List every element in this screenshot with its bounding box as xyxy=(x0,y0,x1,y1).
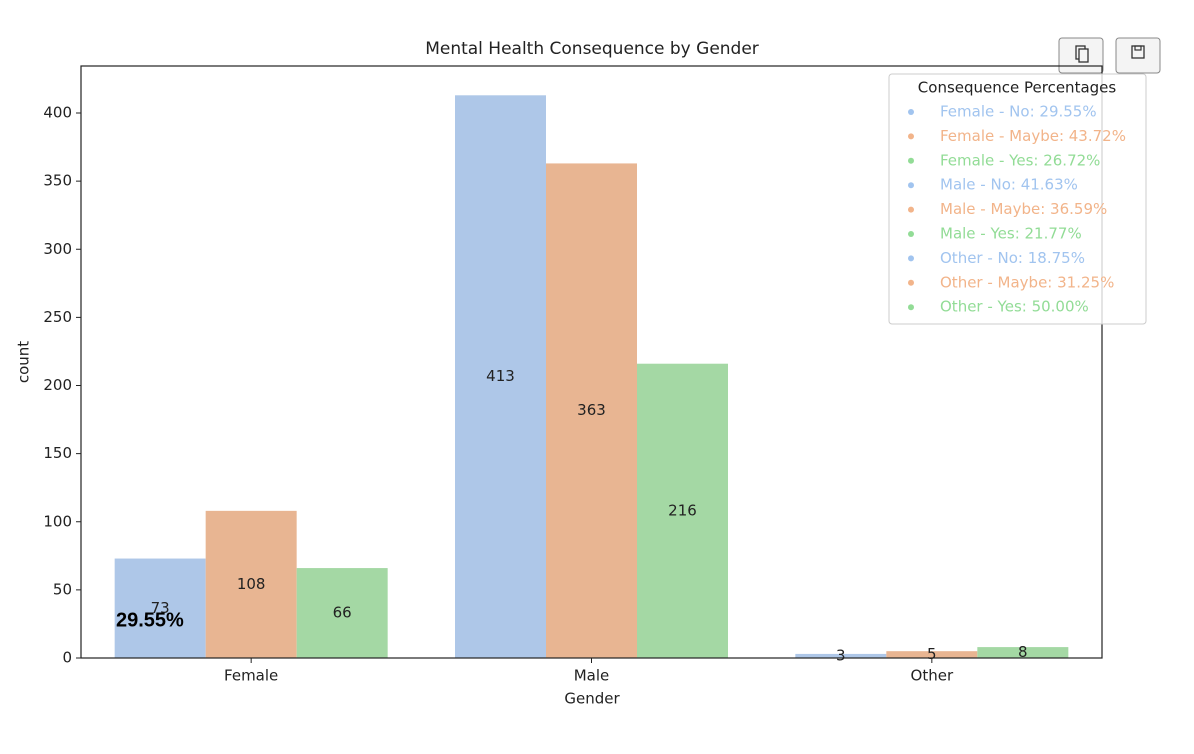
legend-entry: Female - No: 29.55% xyxy=(940,103,1097,121)
x-axis-label: Gender xyxy=(564,690,620,708)
value-label: 66 xyxy=(333,604,352,622)
legend-marker xyxy=(908,279,914,286)
value-label: 73 xyxy=(151,599,170,617)
bar xyxy=(637,363,728,658)
legend-entry: Female - Yes: 26.72% xyxy=(940,151,1100,169)
chart-title: Mental Health Consequence by Gender xyxy=(425,39,759,59)
copy-icon[interactable] xyxy=(1078,48,1089,63)
save-button-frame[interactable] xyxy=(1115,37,1161,74)
value-label: 108 xyxy=(237,575,266,593)
bar xyxy=(546,163,637,658)
bar xyxy=(296,568,388,658)
legend-title: Consequence Percentages xyxy=(918,79,1117,97)
value-label: 363 xyxy=(577,401,606,419)
save-icon[interactable] xyxy=(1134,45,1142,51)
bar xyxy=(455,95,546,658)
x-tick-label: Male xyxy=(574,667,610,685)
legend-marker xyxy=(908,182,914,189)
y-tick-label: 150 xyxy=(43,444,72,462)
annotation: 29.55% xyxy=(116,609,184,631)
y-tick-label: 300 xyxy=(43,240,72,258)
plot-frame xyxy=(80,65,1103,659)
value-label: 413 xyxy=(486,367,515,385)
y-tick-label: 50 xyxy=(53,580,72,598)
bar xyxy=(205,510,297,658)
bar xyxy=(114,558,206,658)
legend-marker xyxy=(908,231,914,237)
legend-entry: Male - No: 41.63% xyxy=(940,176,1078,194)
y-axis-label: count xyxy=(15,341,33,383)
legend-entry: Male - Maybe: 36.59% xyxy=(940,200,1107,218)
y-tick-label: 0 xyxy=(62,649,72,667)
legend-marker xyxy=(908,304,914,311)
legend-marker xyxy=(908,133,914,140)
legend-entry: Other - No: 18.75% xyxy=(940,249,1085,267)
y-tick-label: 200 xyxy=(43,376,72,394)
legend-marker xyxy=(908,157,914,164)
legend-marker xyxy=(908,206,914,213)
x-tick-label: Other xyxy=(911,667,954,685)
legend-entry: Female - Maybe: 43.72% xyxy=(940,127,1126,145)
legend-entry: Other - Yes: 50.00% xyxy=(940,298,1089,316)
bar xyxy=(977,647,1069,658)
legend-marker xyxy=(908,255,914,262)
y-tick-label: 100 xyxy=(43,512,72,530)
legend-entry: Other - Maybe: 31.25% xyxy=(940,273,1114,291)
value-label: 8 xyxy=(1018,643,1028,661)
x-tick-label: Female xyxy=(224,667,278,685)
save-button[interactable] xyxy=(1115,37,1161,74)
legend-marker xyxy=(908,109,914,115)
copy-button[interactable] xyxy=(1058,37,1104,74)
value-label: 216 xyxy=(668,501,697,519)
legend-entry: Male - Yes: 21.77% xyxy=(940,225,1082,243)
bar xyxy=(886,651,978,658)
value-label: 3 xyxy=(836,646,846,664)
legend-box xyxy=(888,73,1147,325)
y-tick-label: 400 xyxy=(43,104,72,122)
value-label: 5 xyxy=(927,645,937,663)
y-tick-label: 250 xyxy=(43,308,72,326)
bar xyxy=(795,653,887,658)
y-tick-label: 350 xyxy=(43,172,72,190)
